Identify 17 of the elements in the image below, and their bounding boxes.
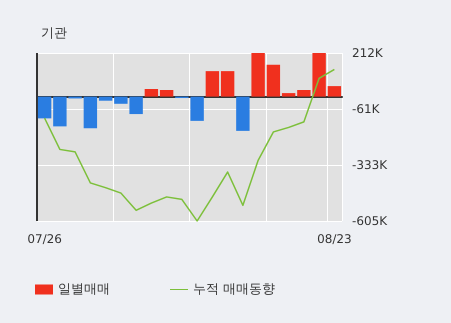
line-series xyxy=(44,68,336,222)
y-tick-label: -333K xyxy=(352,158,388,172)
chart-title: 기관 xyxy=(41,26,67,41)
bar xyxy=(236,96,250,131)
x-tick-label: 07/26 xyxy=(27,232,62,246)
bar xyxy=(160,90,174,97)
bar xyxy=(144,88,158,97)
y-tick-label: -61K xyxy=(352,102,381,116)
legend-label: 누적 매매동향 xyxy=(193,282,276,297)
y-tick-label: 212K xyxy=(352,46,384,60)
bar xyxy=(129,96,143,114)
y-tick-label: -605K xyxy=(352,214,388,228)
x-tick-label: 08/23 xyxy=(317,232,352,246)
bar xyxy=(206,71,220,97)
bar xyxy=(220,71,234,97)
bar xyxy=(190,96,204,121)
legend-label: 일별매매 xyxy=(58,282,110,297)
